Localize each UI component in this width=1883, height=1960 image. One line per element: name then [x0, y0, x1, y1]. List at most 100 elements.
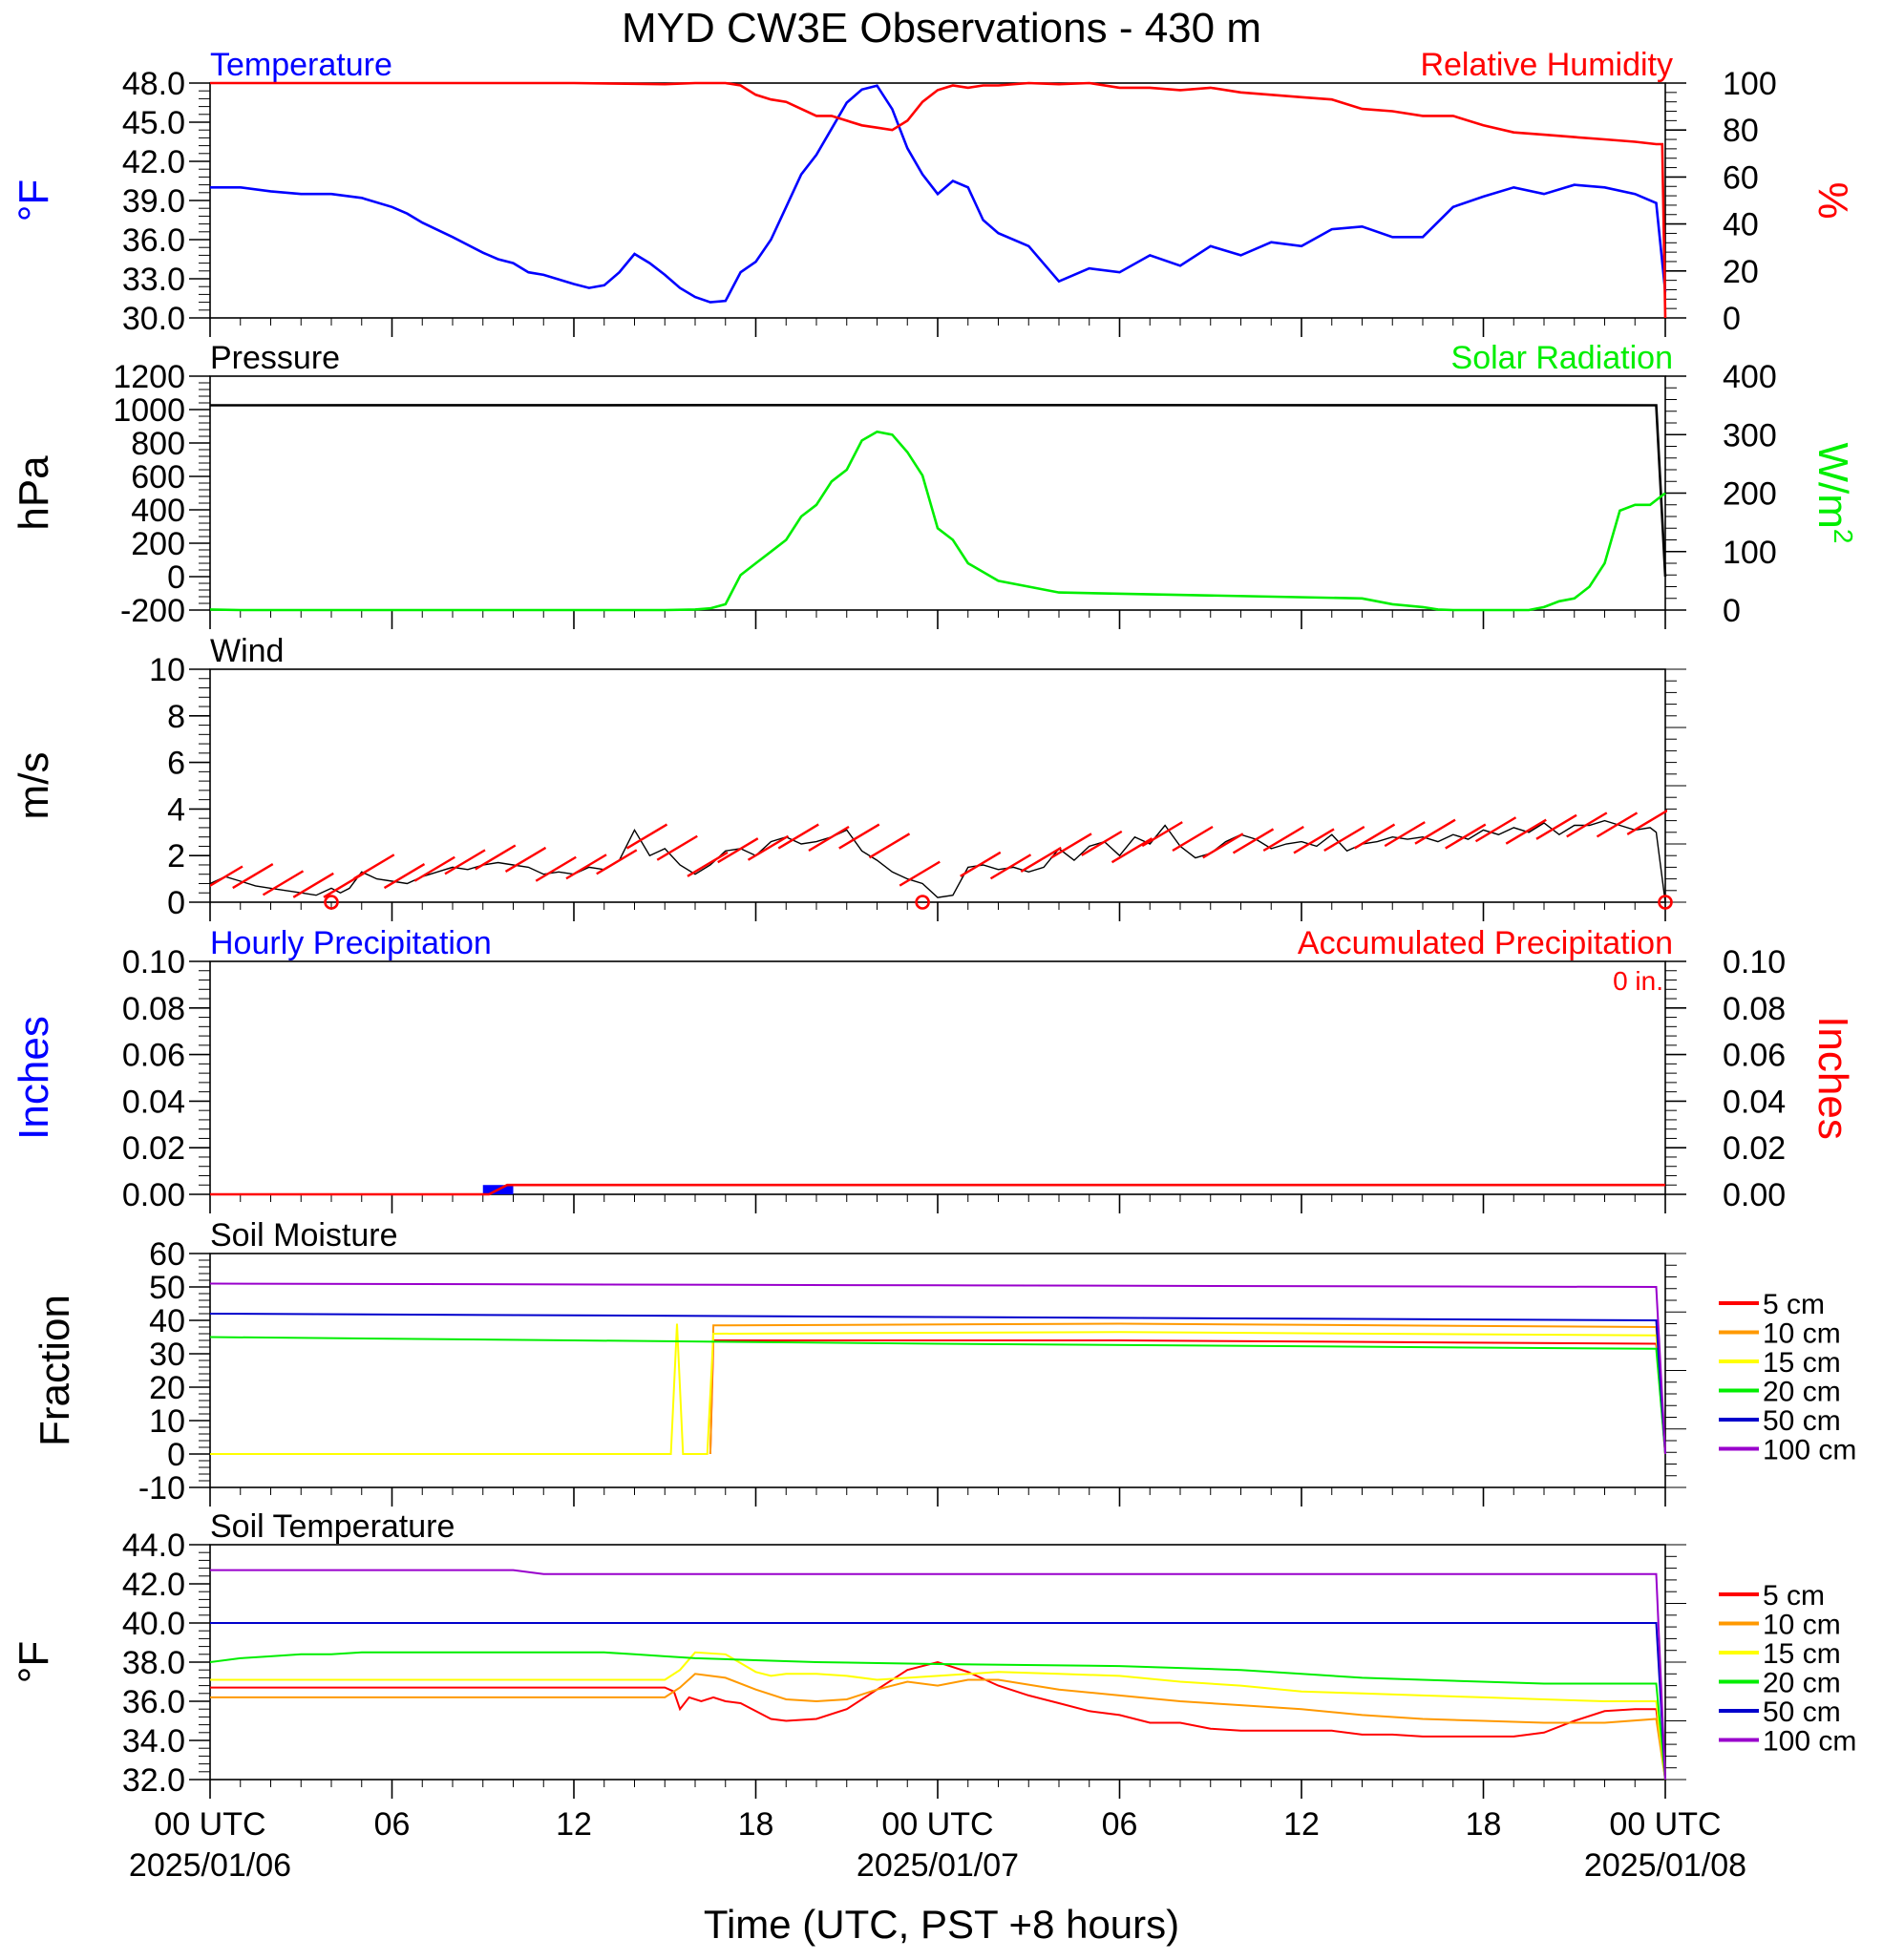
series-depth-20cm [210, 1336, 1666, 1455]
plot-area [210, 809, 1667, 903]
y-tick-label-left: 40.0 [122, 1606, 185, 1642]
y-tick-label-left: 42.0 [122, 1567, 185, 1603]
wind-barb [383, 863, 426, 890]
wind-barb [1141, 821, 1183, 848]
wind-barb [899, 860, 941, 887]
x-axis: 00 UTC 2025/01/06 06 12 18 00 UTC 2025/01/07 06… [129, 1806, 1746, 1884]
y-tick-label-left: 38.0 [122, 1645, 185, 1681]
y-axis-label-right: % [1809, 181, 1856, 219]
wind-barb [1081, 830, 1123, 856]
y-axis-label-right: W/m2 [1809, 443, 1858, 544]
wind-barb [596, 849, 638, 875]
legend-label: 100 cm [1763, 1726, 1856, 1758]
wind-barb [1566, 811, 1608, 838]
wind-barb [777, 823, 819, 850]
legend-label: 15 cm [1763, 1347, 1841, 1379]
y-tick-label-left: 33.0 [122, 262, 185, 298]
y-tick-label-left: 0 [167, 885, 185, 921]
y-tick-label-left: 30.0 [122, 301, 185, 337]
y-tick-label-left: 20 [149, 1370, 185, 1406]
panel-press_solar: -2000200400600800100012000100200300400Pr… [11, 340, 1858, 629]
y-tick-label-right: 0 [1723, 593, 1741, 629]
wind-barb [838, 823, 880, 850]
panel-title-right: Relative Humidity [1420, 47, 1673, 83]
panel-frame [209, 82, 1666, 319]
y-tick-label-left: 0.00 [122, 1177, 185, 1213]
y-tick-label-right: 100 [1723, 535, 1777, 571]
y-axis-label-right: Inches [1809, 1016, 1856, 1140]
y-tick-label-left: 39.0 [122, 183, 185, 220]
panel-frame [209, 375, 1666, 611]
x-tick-label: 18 [1466, 1806, 1502, 1843]
calm-wind-circle [1658, 895, 1673, 910]
wind-barb [232, 863, 274, 890]
wind-barb [868, 832, 911, 859]
x-tick-label: 12 [556, 1806, 592, 1843]
y-tick-label-right: 0.02 [1723, 1130, 1786, 1167]
x-axis-label: Time (UTC, PST +8 hours) [704, 1902, 1179, 1947]
calm-wind-circle [915, 895, 930, 910]
y-tick-label-left: -200 [120, 593, 185, 629]
series-depth-5cm [210, 1660, 1666, 1781]
x-tick-label: 12 [1283, 1806, 1320, 1843]
series-relative-humidity [210, 81, 1667, 319]
panel-title-left: Soil Moisture [210, 1217, 398, 1254]
panel-temp_rh: 30.033.036.039.042.045.048.0 0 20 40 60 80 100… [11, 47, 1856, 337]
panel-title-right: Solar Radiation [1451, 340, 1673, 376]
wind-barb [1414, 818, 1456, 845]
wind-barb [1626, 809, 1667, 835]
panel-title-left: Soil Temperature [210, 1508, 455, 1545]
y-tick-label-left: 36.0 [122, 1684, 185, 1720]
legend-label: 20 cm [1763, 1377, 1841, 1408]
series-depth-15cm [210, 1323, 1666, 1455]
wind-barb [1262, 825, 1304, 853]
panel-frame [209, 1253, 1666, 1488]
wind-barb [1474, 816, 1517, 843]
wind-barb [262, 870, 305, 896]
panel-frame [209, 668, 1666, 903]
y-axis-label-left: m/s [11, 752, 57, 820]
series-temperature [210, 84, 1667, 304]
y-tick-label-left: 200 [131, 526, 185, 562]
panel-frame [209, 960, 1666, 1195]
wind-barb [625, 823, 668, 850]
plot-area [210, 1183, 1665, 1196]
y-tick-label-right: 0.10 [1723, 944, 1786, 980]
y-tick-label-left: 44.0 [122, 1528, 185, 1564]
y-tick-label-right: 400 [1723, 359, 1777, 395]
wind-barb [1172, 825, 1214, 853]
y-tick-label-left: 1000 [113, 392, 185, 429]
y-tick-label-right: 60 [1723, 159, 1759, 196]
y-tick-label-left: 4 [167, 791, 185, 828]
wind-barb [475, 844, 517, 871]
x-tick-label: 00 UTC [1609, 1806, 1721, 1843]
y-tick-label-left: 0.06 [122, 1038, 185, 1074]
y-tick-label-left: 10 [149, 652, 185, 688]
y-tick-label-right: 0.08 [1723, 991, 1786, 1027]
y-tick-label-left: 32.0 [122, 1762, 185, 1799]
x-tick-label: 06 [1102, 1806, 1138, 1843]
x-tick-date: 2025/01/08 [1584, 1847, 1746, 1884]
wind-barb [1111, 837, 1153, 864]
calm-wind-circle [324, 895, 339, 910]
wind-barb [1384, 821, 1426, 848]
wind-barb [1445, 823, 1487, 850]
wind-barb [353, 854, 395, 880]
panel-title-right: Accumulated Precipitation [1298, 925, 1673, 961]
x-tick-label: 00 UTC [881, 1806, 993, 1843]
wind-barb [210, 865, 243, 888]
series-solar-radiation [210, 430, 1666, 612]
y-tick-label-left: 60 [149, 1236, 185, 1273]
series-depth-50cm [210, 1622, 1666, 1781]
panel-title-left: Wind [210, 633, 284, 669]
series-depth-100cm [210, 1282, 1666, 1455]
y-axis-label-left: Fraction [32, 1295, 78, 1446]
wind-barb [1202, 832, 1244, 859]
y-tick-label-left: 600 [131, 459, 185, 495]
panel-title-left: Hourly Precipitation [210, 925, 492, 961]
superscript-2: 2 [1829, 529, 1858, 544]
y-tick-label-right: 0.00 [1723, 1177, 1786, 1213]
y-tick-label-left: 800 [131, 426, 185, 462]
